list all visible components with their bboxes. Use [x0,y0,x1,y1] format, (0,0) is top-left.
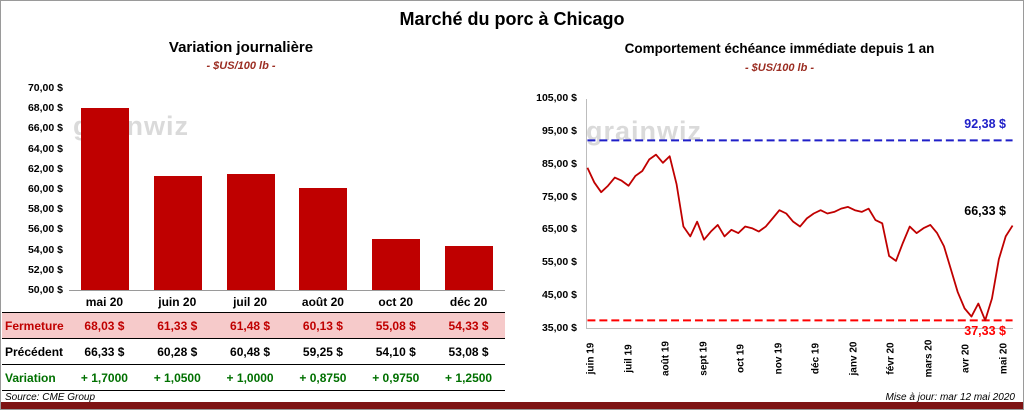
left-y-tick: 52,00 $ [27,263,63,276]
table-cell: 60,48 $ [213,339,287,365]
table-cell: 54,33 $ [432,313,505,339]
column-header: juin 20 [140,291,214,313]
x-axis-label: juin 19 [585,342,597,375]
left-y-tick: 56,00 $ [27,223,63,236]
table-cell: 61,33 $ [140,313,214,339]
left-y-tick: 60,00 $ [27,183,63,195]
row-label: Variation [2,365,68,391]
row-label: Fermeture [2,313,68,339]
bar-series [69,89,505,291]
left-y-tick: 66,00 $ [27,122,63,135]
x-axis-label: janv 20 [848,341,859,376]
right-y-tick: 65,00 $ [541,223,577,236]
source-note: Source: CME Group [5,392,96,403]
column-header: déc 20 [432,291,505,313]
column-header: oct 20 [359,291,433,313]
table-cell: + 1,7000 [68,365,141,391]
left-y-tick: 58,00 $ [27,203,63,216]
left-chart-subtitle: - $US/100 lb - [206,60,276,72]
high-line-label: 92,38 $ [964,117,1006,131]
bar [81,107,130,290]
bar [226,174,275,290]
table-cell: + 1,0500 [140,365,214,391]
table-cell: + 1,2500 [432,365,505,391]
bar [153,175,202,290]
table-cell: 61,48 $ [213,313,287,339]
left-y-tick: 64,00 $ [27,142,63,155]
column-header: mai 20 [68,291,141,313]
right-y-tick: 75,00 $ [541,190,577,203]
table-cell: + 1,0000 [213,365,287,391]
x-axis-label: sept 19 [698,341,709,376]
bar [371,238,420,290]
page-title: Marché du porc à Chicago [399,9,625,29]
left-y-axis: 70,00 $ 68,00 $ 66,00 $ 64,00 $ 62,00 $ 60,00… [3,1,63,401]
price-table: mai 20 juin 20 juil 20 août 20 oct 20 déc 20 F… [2,291,505,391]
table-cell: 60,28 $ [140,339,214,365]
left-y-tick: 70,00 $ [27,82,63,94]
line-chart [586,99,1014,329]
x-axis-label: août 19 [660,341,672,377]
x-axis-label: déc 19 [810,342,822,375]
table-corner [2,291,68,313]
left-chart-title: Variation journalière [168,39,314,56]
table-cell: 68,03 $ [68,313,141,339]
right-y-axis: 105,00 $ 95,00 $ 85,00 $ 75,00 $ 65,00 $ 55,0… [517,1,577,401]
x-axis-label: mars 20 [923,339,934,378]
right-chart-title: Comportement échéance immédiate depuis 1… [624,41,935,56]
left-y-tick: 54,00 $ [27,243,63,256]
right-y-tick: 85,00 $ [541,157,577,170]
x-axis-label: oct 19 [735,344,747,373]
row-label: Précédent [2,339,68,365]
left-y-tick: 68,00 $ [27,102,63,115]
bar [444,246,493,290]
right-y-tick: 35,00 $ [541,322,577,334]
left-y-tick: 50,00 $ [27,284,63,296]
x-axis-label: nov 19 [773,342,784,375]
bottom-accent-bar [1,402,1023,409]
right-y-tick: 55,00 $ [541,256,577,269]
low-line-label: 37,33 $ [964,324,1006,338]
x-axis-label: févr 20 [885,342,897,375]
table-cell: 66,33 $ [68,339,141,365]
table-cell: 53,08 $ [432,339,505,365]
bar [299,187,348,290]
x-axis-label: mai 20 [998,342,1009,375]
price-line [586,153,1014,322]
right-y-tick: 105,00 $ [536,92,577,104]
table-cell: 59,25 $ [286,339,360,365]
last-price-label: 66,33 $ [964,204,1006,218]
table-cell: + 0,8750 [286,365,360,391]
table-cell: 54,10 $ [359,339,433,365]
update-note: Mise à jour: mar 12 mai 2020 [885,392,1015,403]
table-cell: + 0,9750 [359,365,433,391]
x-axis-label: juil 19 [623,344,634,373]
column-header: août 20 [286,291,360,313]
table-cell: 60,13 $ [286,313,360,339]
table-cell: 55,08 $ [359,313,433,339]
right-y-tick: 95,00 $ [541,124,577,137]
right-chart-subtitle: - $US/100 lb - [744,62,815,74]
right-y-tick: 45,00 $ [541,289,577,302]
column-header: juil 20 [213,291,287,313]
left-y-tick: 62,00 $ [27,162,63,175]
x-axis-label: avr 20 [960,344,972,373]
